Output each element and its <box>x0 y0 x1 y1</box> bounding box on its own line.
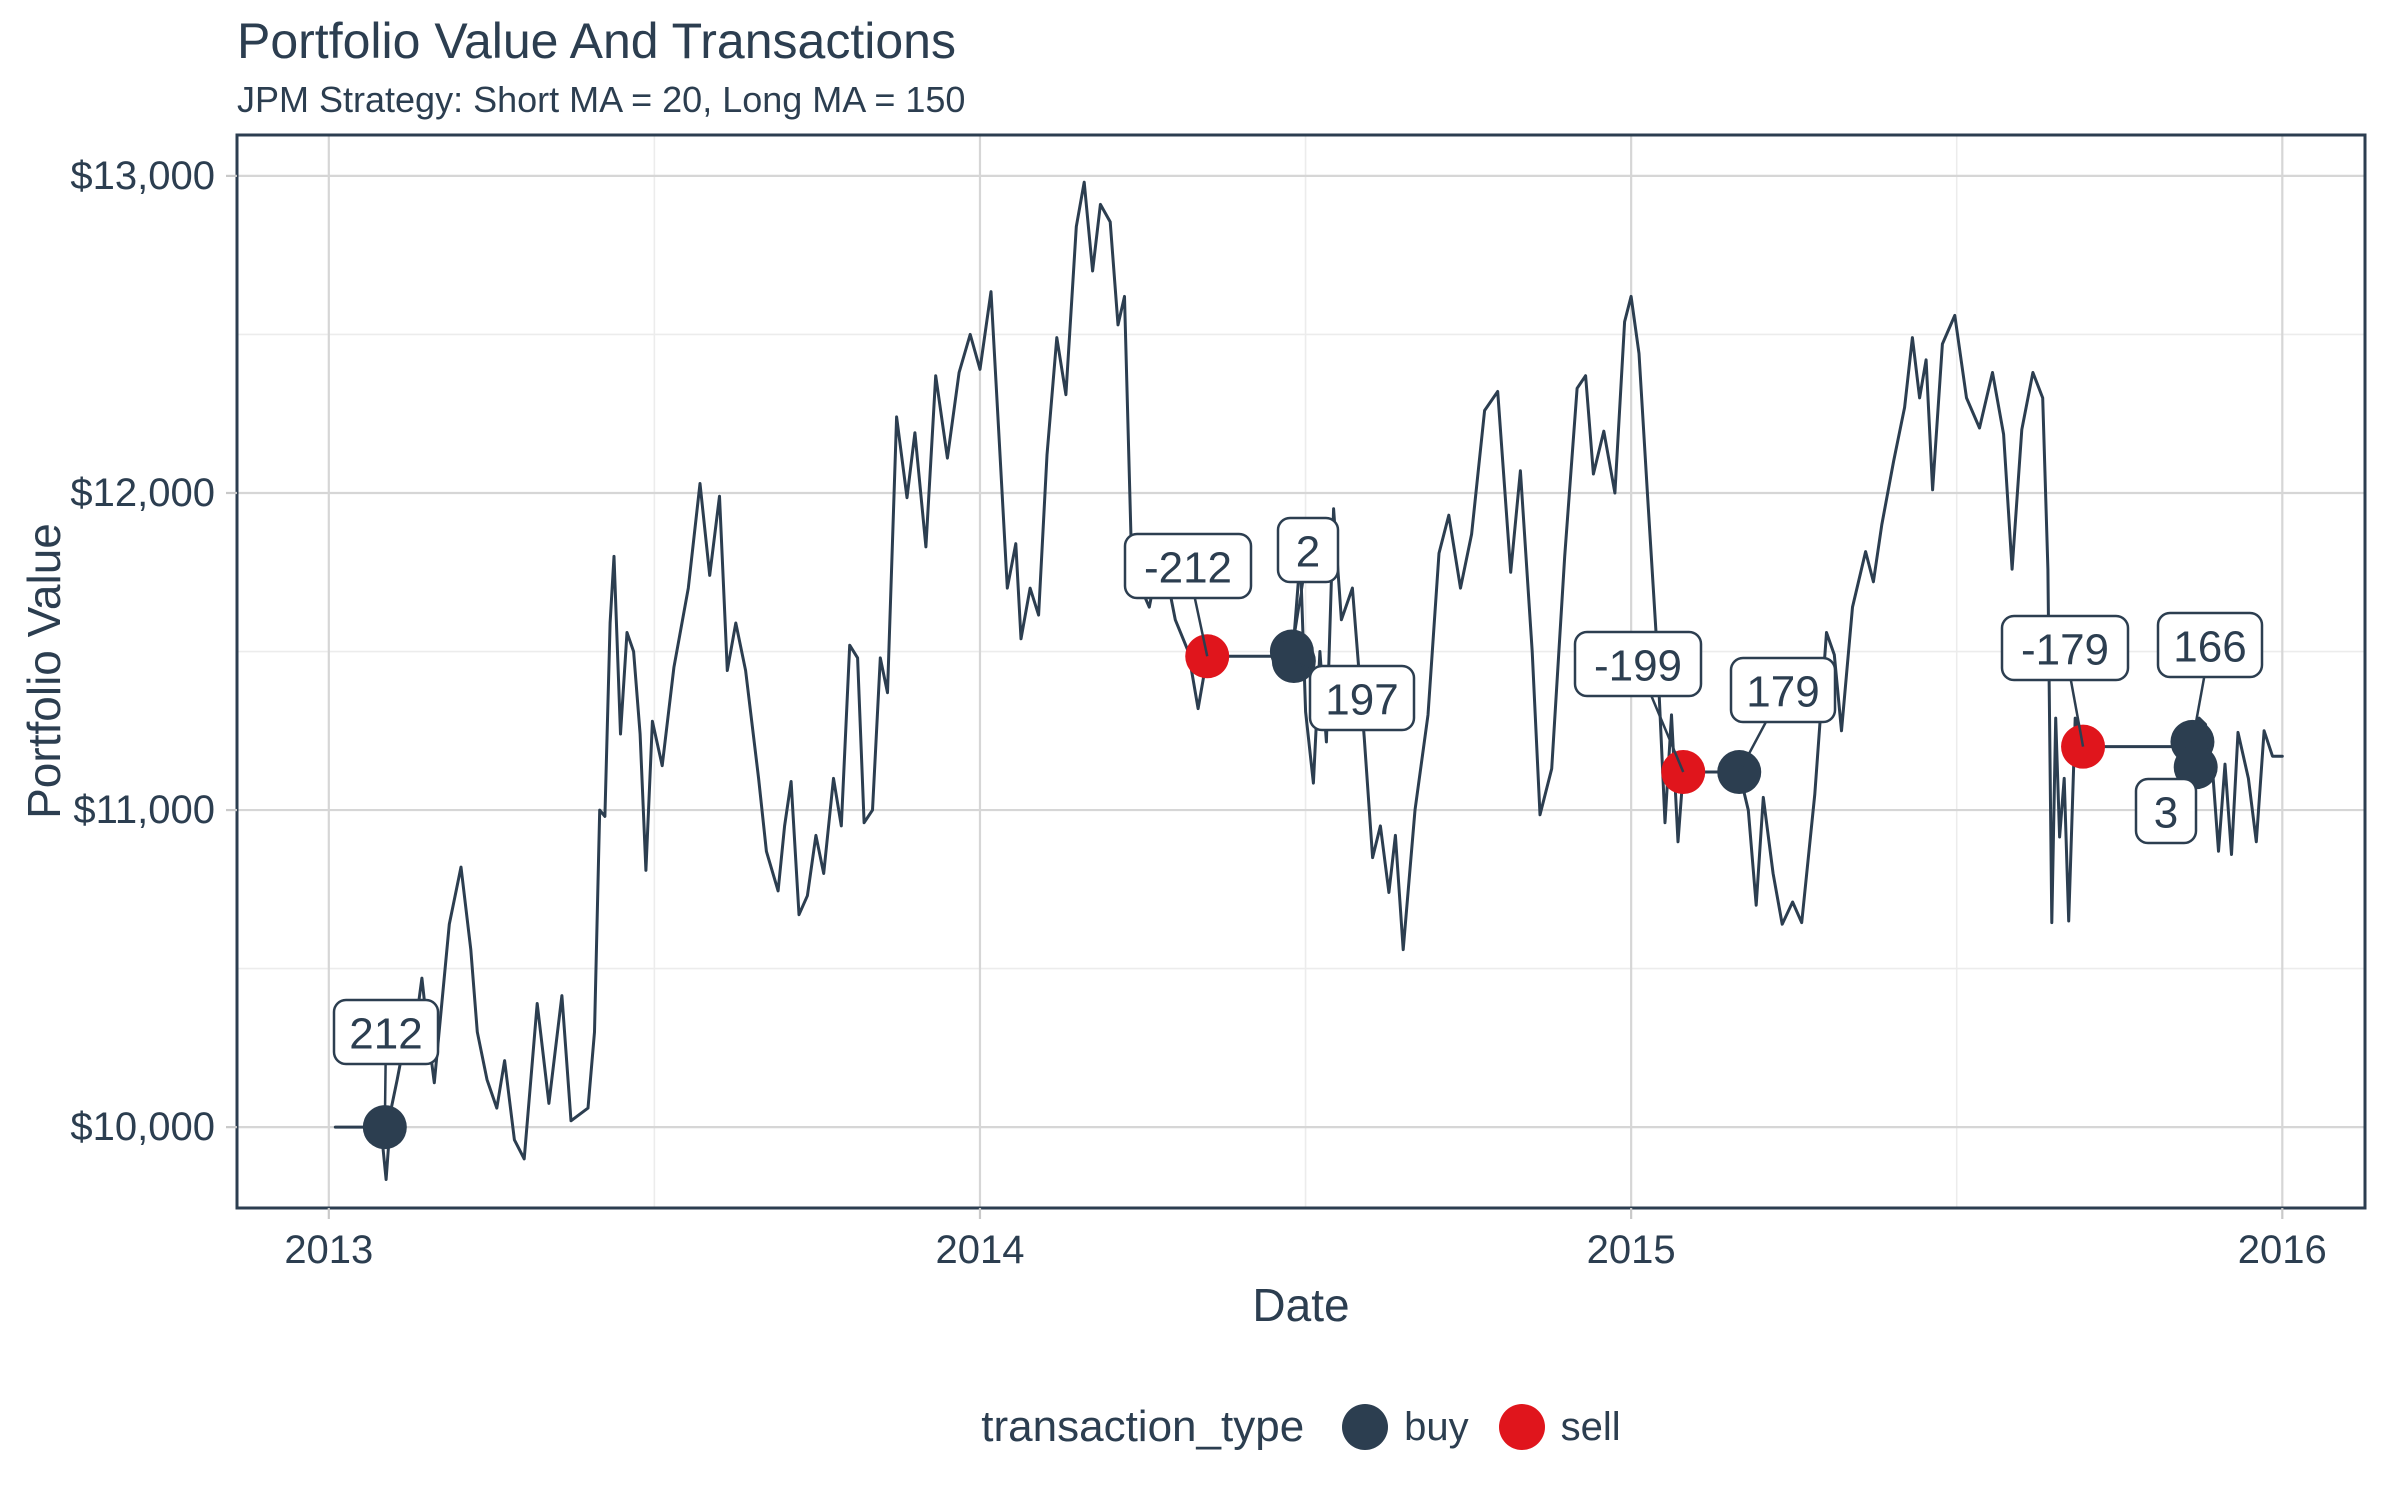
transaction-label-box <box>2134 777 2198 845</box>
buy-dot-icon <box>1342 1404 1389 1450</box>
transaction-label-text: 2 <box>1296 528 1320 577</box>
y-axis-title: Portfolio Value <box>18 523 70 819</box>
transaction-label-box <box>2156 611 2264 679</box>
transaction-label-box <box>1123 532 1253 600</box>
x-tick-label: 2016 <box>2238 1228 2327 1272</box>
panel-border <box>235 133 2367 1210</box>
legend: transaction_type buy sell <box>237 1392 2365 1462</box>
transaction-label-box <box>1276 516 1340 584</box>
x-tick-label: 2013 <box>284 1228 373 1272</box>
transaction-label-text: 212 <box>349 1010 422 1059</box>
transaction-label-text: 197 <box>1325 676 1398 725</box>
x-axis-title: Date <box>1252 1279 1350 1331</box>
legend-buy-label: buy <box>1404 1404 1469 1449</box>
transaction-label-text: -179 <box>2021 626 2109 675</box>
transaction-label-box <box>1308 664 1416 732</box>
y-tick-label: $13,000 <box>70 154 215 198</box>
y-tick-label: $11,000 <box>73 788 215 832</box>
y-tick-label: $12,000 <box>70 471 215 515</box>
chart-subtitle: JPM Strategy: Short MA = 20, Long MA = 1… <box>237 79 966 120</box>
transaction-label-box <box>332 998 440 1066</box>
x-tick-label: 2014 <box>935 1228 1024 1272</box>
transaction-label-box <box>2000 614 2130 682</box>
transaction-label-text: -212 <box>1144 544 1232 593</box>
sell-dot-icon <box>1498 1404 1545 1450</box>
y-tick-label: $10,000 <box>70 1105 215 1149</box>
transaction-label-text: -199 <box>1594 642 1682 691</box>
x-tick-label: 2015 <box>1587 1228 1676 1272</box>
legend-key-buy: buy <box>1342 1404 1469 1450</box>
legend-sell-label: sell <box>1560 1404 1621 1449</box>
legend-title: transaction_type <box>981 1402 1305 1451</box>
transaction-label-box <box>1729 656 1837 724</box>
transaction-label-box <box>1573 630 1703 698</box>
chart-title: Portfolio Value And Transactions <box>237 13 956 69</box>
legend-key-sell: sell <box>1498 1404 1621 1450</box>
transaction-label-text: 179 <box>1746 668 1819 717</box>
transaction-label-text: 3 <box>2154 789 2178 838</box>
transaction-label-text: 166 <box>2173 623 2246 672</box>
